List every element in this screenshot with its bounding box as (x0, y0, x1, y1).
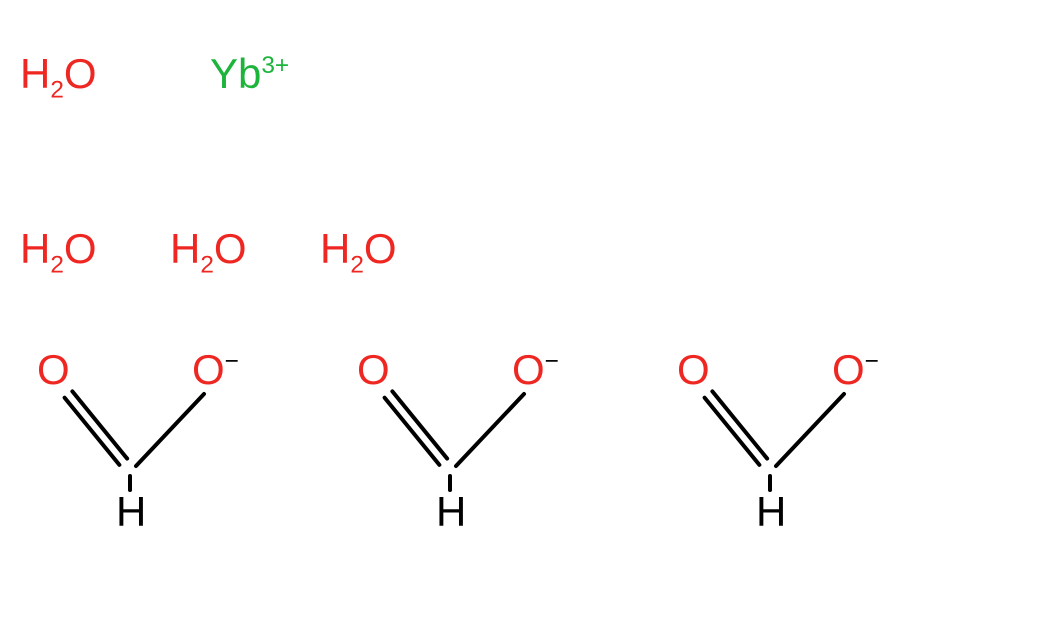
o-atom-left-1: O (357, 346, 390, 394)
o-atom-left-0: O (37, 346, 70, 394)
h2o-4: H2O (320, 225, 397, 279)
h2o-1: H2O (20, 50, 97, 104)
yb-cation: Yb3+ (210, 50, 289, 98)
bond-layer (0, 0, 1059, 638)
o-atom-right-2: O− (832, 346, 879, 394)
h2o-2: H2O (20, 225, 97, 279)
o-atom-right-0: O− (192, 346, 239, 394)
h2o-3: H2O (170, 225, 247, 279)
h-atom-1: H (436, 488, 466, 536)
o-atom-right-1: O− (512, 346, 559, 394)
h-atom-2: H (756, 488, 786, 536)
h-atom-0: H (116, 488, 146, 536)
o-atom-left-2: O (677, 346, 710, 394)
